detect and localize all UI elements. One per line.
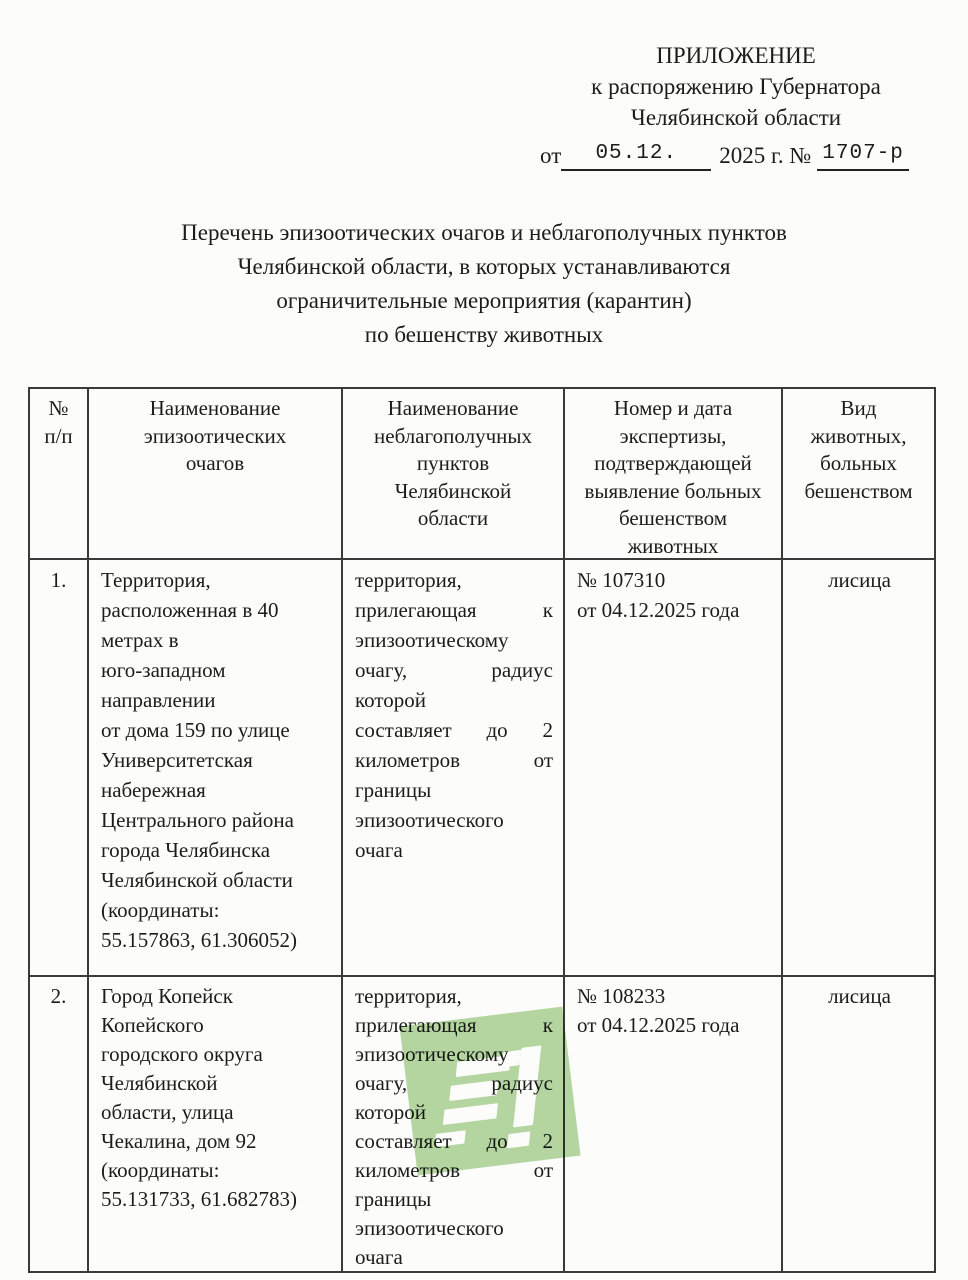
row1-expertise-number: № 107310 от 04.12.2025 года (565, 560, 783, 977)
order-number-value: 1707-р (817, 139, 909, 171)
quarantine-foci-table: № п/п Наименование эпизоотических очагов На… (28, 387, 936, 1273)
col-header-expertise: Номер и дата экспертизы, подтверждающей выя… (565, 389, 783, 560)
row1-focus-territory: Территория, расположенная в 40 метрах в юго… (89, 560, 343, 977)
year-and-number-label: 2025 г. № (719, 143, 812, 168)
row1-animal-kind: лисица (783, 560, 934, 977)
appendix-block: ПРИЛОЖЕНИЕ к распоряжению Губернатора Че… (530, 40, 942, 171)
col-header-row-number: № п/п (30, 389, 89, 560)
row1-number: 1. (30, 560, 89, 977)
col-header-animal-kind: Вид животных, больных бешенством (783, 389, 934, 560)
row2-adjacent-territory: территория, прилегающая к эпизоотическому оч… (343, 977, 565, 1271)
appendix-date-line: от 05.12. 2025 г. № 1707-р (530, 136, 942, 171)
row2-number: 2. (30, 977, 89, 1271)
appendix-region-line: Челябинской области (630, 105, 842, 130)
document-title: Перечень эпизоотических очагов и неблаго… (181, 220, 787, 347)
col-header-unfavorable-points: Наименование неблагополучных пунктов Челяби… (343, 389, 565, 560)
row2-focus-territory: Город Копейск Копейского городского округа… (89, 977, 343, 1271)
row2-expertise-number: № 108233 от 04.12.2025 года (565, 977, 783, 1271)
col-header-epizootic-foci: Наименование эпизоотических очагов (89, 389, 343, 560)
date-blank-field: 05.12. (561, 136, 712, 171)
row2-animal-kind: лисица (828, 984, 891, 1008)
date-value: 05.12. (595, 142, 678, 165)
date-from-label: от (540, 143, 562, 168)
row1-adjacent-territory: территория, прилегающая к эпизоотическому оч… (343, 560, 565, 977)
appendix-title: ПРИЛОЖЕНИЕ (656, 43, 816, 68)
appendix-subtitle-line: к распоряжению Губернатора (591, 74, 881, 99)
